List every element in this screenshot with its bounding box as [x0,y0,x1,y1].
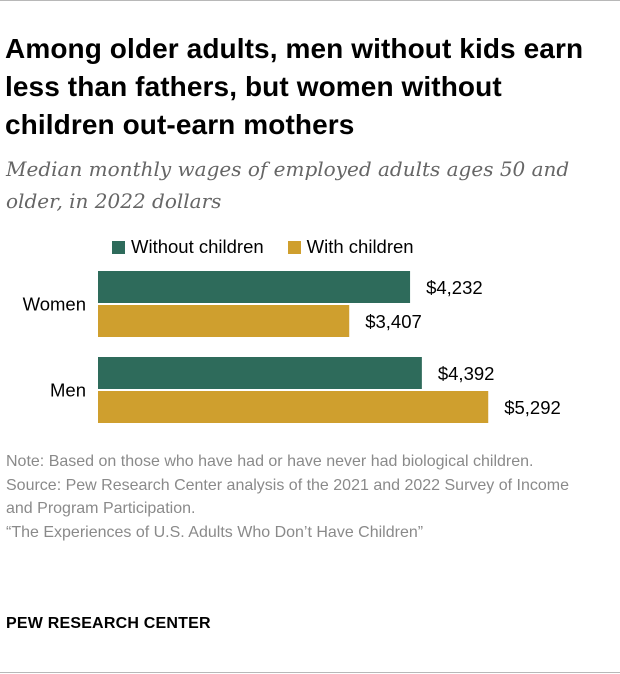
value-label-men-without-children: $4,392 [438,363,495,384]
top-divider [0,0,620,1]
bar-men-without-children [98,357,422,389]
source-text: Source: Pew Research Center analysis of … [6,476,569,518]
notes: Note: Based on those who have had or hav… [6,450,596,544]
bar-women-without-children [98,271,411,303]
legend-item-without-children: Without children [112,236,264,258]
legend-label-with-children: With children [306,236,414,257]
note-text: Note: Based on those who have had or hav… [6,453,534,470]
pew-logo-text: PEW RESEARCH CENTER [6,615,211,632]
report-title: “The Experiences of U.S. Adults Who Don’… [6,523,424,541]
value-label-men-with-children: $5,292 [504,397,561,418]
value-label-women-without-children: $4,232 [426,277,483,298]
legend-swatch-without-children [112,240,125,254]
category-label-women: Women [23,294,86,315]
value-label-women-with-children: $3,407 [365,311,422,332]
category-label-men: Men [50,380,86,401]
chart-title: Among older adults, men without kids ear… [5,33,584,140]
bar-chart: Women $4,232$3,407 Men $4,392 $5,292 [23,271,561,423]
bar-women-with-children [98,305,350,337]
legend: Without children With children [112,235,438,259]
legend-label-without-children: Without children [131,236,264,257]
legend-item-with-children: With children [287,236,414,258]
legend-swatch-with-children [287,240,301,254]
bar-men-with-children [98,391,489,423]
chart-subtitle: Median monthly wages of employed adults … [6,157,570,213]
bottom-divider [0,672,620,673]
